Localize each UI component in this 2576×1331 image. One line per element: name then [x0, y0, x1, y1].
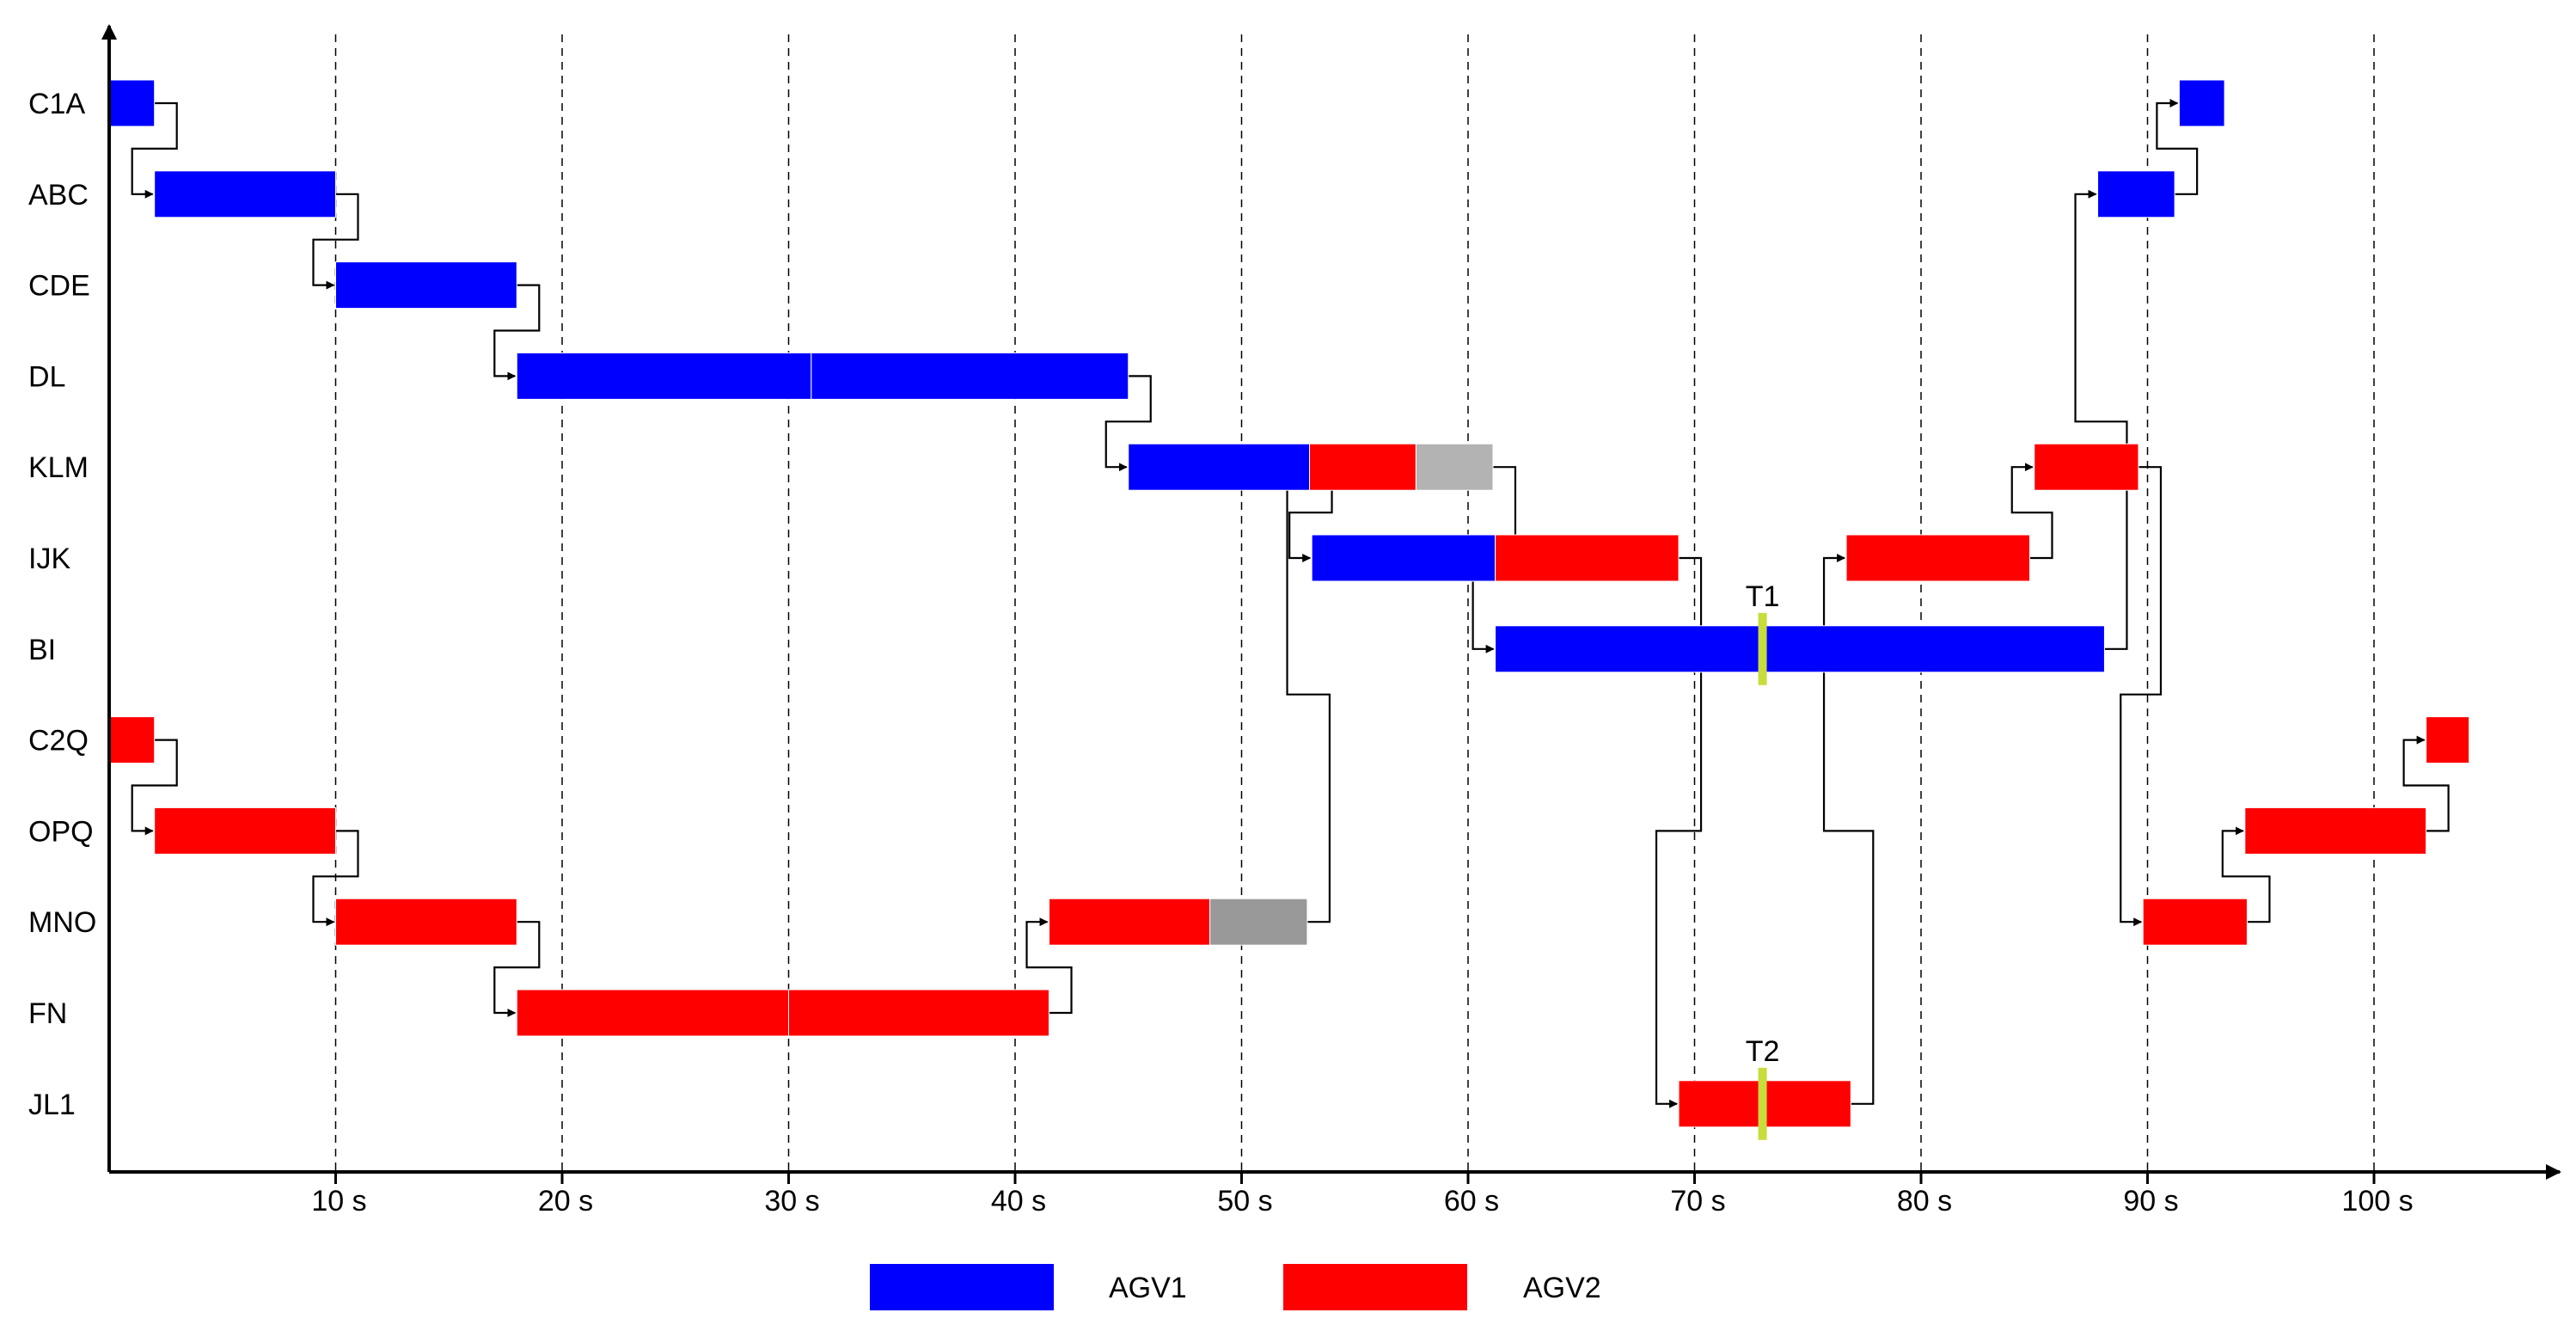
link-arrow [131, 101, 178, 199]
row-label-abc: ABC [28, 179, 89, 212]
bar-ijk-agv2 [1845, 534, 2030, 582]
link-arrow [493, 284, 541, 381]
connector-links [131, 99, 2450, 1108]
bar-abc-agv1 [154, 170, 336, 218]
bar-mno-agv2 [2142, 898, 2248, 946]
legend-label-agv1: AGV1 [1109, 1272, 1187, 1304]
bar-bi-agv1 [1495, 625, 2105, 673]
bar-dl-agv1 [811, 352, 1129, 400]
x-tick-label: 30 s [764, 1185, 819, 1218]
row-label-jl1: JL1 [28, 1089, 76, 1121]
time-markers: T1 T2 [1746, 580, 1780, 1140]
row-label-mno: MNO [28, 906, 96, 939]
bar-dl-agv1 [516, 352, 812, 400]
row-labels: C1A ABC CDE DL KLM IJK BI C2Q OPQ MNO FN JL1 [28, 88, 96, 1121]
bar-c2q-agv2 [2426, 716, 2470, 764]
row-label-c2q: C2Q [28, 725, 89, 758]
task-bars [108, 79, 2470, 1128]
bar-c1a-agv1 [108, 79, 156, 127]
link-arrow [2010, 463, 2053, 560]
legend: AGV1 AGV2 [870, 1264, 1601, 1310]
marker-label-t1: T1 [1746, 580, 1780, 613]
bar-klm-agv1 [1128, 443, 1311, 491]
bar-klm-agv2 [1309, 443, 1416, 491]
link-arrow [1104, 375, 1152, 472]
row-label-cde: CDE [28, 270, 90, 303]
bar-opq-agv2 [2244, 807, 2427, 855]
bar-fn-agv2 [516, 989, 789, 1037]
link-arrow [2221, 826, 2271, 923]
x-tick-label: 60 s [1444, 1185, 1499, 1218]
link-arrow [493, 921, 541, 1017]
axes: 10 s 20 s 30 s 40 s 50 s 60 s 70 s 80 s 90 s 100 … [101, 24, 2561, 1218]
x-tick-label: 100 s [2341, 1185, 2413, 1218]
bar-mno-wait-dark [1209, 898, 1308, 946]
row-label-fn: FN [28, 997, 67, 1030]
legend-swatch-agv2 [1283, 1264, 1467, 1310]
row-label-bi: BI [28, 634, 56, 666]
link-arrow [2120, 466, 2163, 927]
row-label-ijk: IJK [28, 543, 70, 575]
bar-c2q-agv2 [108, 716, 156, 764]
legend-label-agv2: AGV2 [1523, 1272, 1601, 1304]
link-arrow [131, 739, 178, 836]
bar-mno-agv2 [1049, 898, 1211, 946]
x-tick-label: 90 s [2123, 1185, 2178, 1218]
marker-label-t2: T2 [1746, 1035, 1780, 1068]
marker-t1 [1758, 612, 1767, 685]
link-arrow [1822, 554, 1875, 1105]
bar-klm-wait-light [1415, 443, 1494, 491]
x-tick-label: 10 s [311, 1185, 366, 1218]
bar-fn-agv2 [788, 989, 1050, 1037]
bar-cde-agv1 [335, 261, 517, 310]
link-arrow [312, 830, 359, 927]
x-tick-label: 40 s [991, 1185, 1046, 1218]
row-label-dl: DL [28, 360, 65, 393]
x-tick-label: 80 s [1897, 1185, 1952, 1218]
bar-opq-agv2 [154, 807, 336, 855]
row-label-klm: KLM [28, 451, 89, 484]
row-label-opq: OPQ [28, 815, 94, 848]
x-tick-label: 20 s [538, 1185, 593, 1218]
link-arrow [1025, 917, 1073, 1015]
x-tick-label: 50 s [1217, 1185, 1272, 1218]
bar-ijk-agv1 [1311, 534, 1496, 582]
link-arrow [312, 193, 359, 290]
link-arrow [2156, 99, 2199, 195]
bar-c1a-agv1 [2178, 79, 2225, 127]
gridlines [334, 34, 2375, 1172]
marker-t2 [1758, 1067, 1767, 1140]
bar-abc-agv1 [2097, 170, 2175, 218]
legend-swatch-agv1 [870, 1264, 1054, 1310]
x-tick-label: 70 s [1670, 1185, 1725, 1218]
row-label-c1a: C1A [28, 88, 85, 120]
bar-mno-agv2 [335, 898, 517, 946]
bar-klm-agv2 [2034, 443, 2139, 491]
link-arrow [1655, 556, 1703, 1108]
link-arrow [2074, 189, 2128, 650]
bar-ijk-agv2 [1495, 534, 1680, 582]
link-arrow [2402, 735, 2450, 832]
